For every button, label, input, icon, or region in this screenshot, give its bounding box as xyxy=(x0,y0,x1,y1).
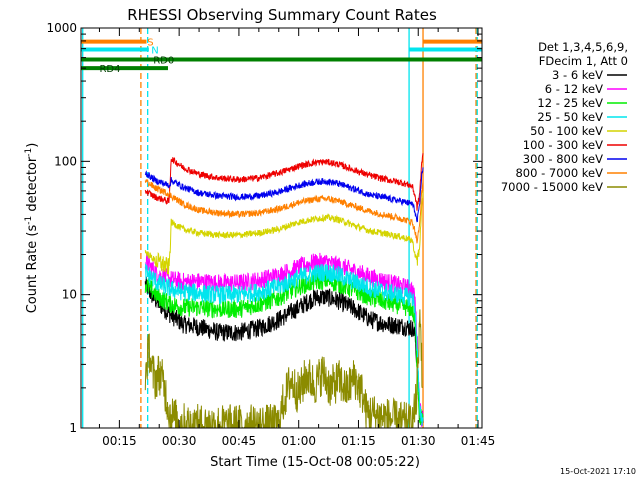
series-line-50-100-kev xyxy=(144,190,424,275)
state-label-rd4: RD4 xyxy=(99,64,120,75)
legend-header-line-2: FDecim 1, Att 0 xyxy=(539,54,628,68)
plot-frame xyxy=(80,27,483,429)
x-tick-label-00-45: 00:45 xyxy=(222,434,257,448)
y-tick-label-10: 10 xyxy=(62,288,77,302)
legend-label-100-300-kev: 100 - 300 keV xyxy=(523,138,603,152)
series-lines xyxy=(144,153,424,428)
y-tick-label-1000: 1000 xyxy=(46,21,77,35)
x-tick-label-01-15: 01:15 xyxy=(341,434,376,448)
y-tick-label-100: 100 xyxy=(54,154,77,168)
legend-label-50-100-kev: 50 - 100 keV xyxy=(530,124,603,138)
legend-label-7000-15000-kev: 7000 - 15000 keV xyxy=(501,180,603,194)
instrument-state-overlays xyxy=(81,28,482,428)
state-label-n: N xyxy=(151,45,158,56)
legend-label-3-6-kev: 3 - 6 keV xyxy=(552,68,603,82)
series-line-100-300-kev xyxy=(144,153,424,211)
y-axis-label: Count Rate (s-1 detector-1) xyxy=(24,143,40,314)
legend-label-12-25-kev: 12 - 25 keV xyxy=(537,96,603,110)
x-tick-label-00-30: 00:30 xyxy=(162,434,197,448)
axes: 00:15 00:30 00:45 01:00 01:15 01:30 01:45 1 10 10… xyxy=(46,21,495,448)
x-tick-label-01-45: 01:45 xyxy=(461,434,496,448)
legend-label-6-12-kev: 6 - 12 keV xyxy=(545,82,603,96)
legend-label-800-7000-kev: 800 - 7000 keV xyxy=(515,166,603,180)
legend-header-line-1: Det 1,3,4,5,6,9, xyxy=(538,40,628,54)
state-label-rd0: RD0 xyxy=(153,56,174,67)
x-tick-label-01-00: 01:00 xyxy=(281,434,316,448)
state-label-s: S xyxy=(147,38,153,49)
chart-title: RHESSI Observing Summary Count Rates xyxy=(127,6,437,24)
x-tick-label-00-15: 00:15 xyxy=(102,434,137,448)
series-line-300-800-kev xyxy=(144,167,424,223)
legend-label-25-50-kev: 25 - 50 keV xyxy=(537,110,603,124)
series-line-7000-15000-kev xyxy=(144,309,423,428)
series-line-25-50-kev xyxy=(145,263,424,426)
series-line-800-7000-kev xyxy=(144,179,424,244)
x-axis-label: Start Time (15-Oct-08 00:05:22) xyxy=(210,455,420,470)
legend-label-300-800-kev: 300 - 800 keV xyxy=(523,152,603,166)
legend: Det 1,3,4,5,6,9, FDecim 1, Att 0 3 - 6 k… xyxy=(501,40,628,194)
x-tick-label-01-30: 01:30 xyxy=(401,434,436,448)
timestamp: 15-Oct-2021 17:10 xyxy=(560,467,636,476)
series-line-3-6-kev xyxy=(144,276,424,424)
y-tick-label-1: 1 xyxy=(69,421,77,435)
